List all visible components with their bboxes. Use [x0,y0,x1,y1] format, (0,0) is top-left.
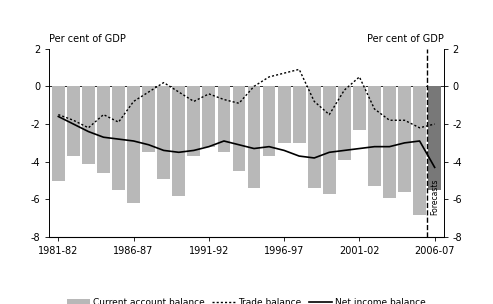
Bar [67,86,80,156]
Bar [383,86,396,198]
Bar [112,86,125,190]
Bar [157,86,170,179]
Bar [52,86,65,181]
Bar [247,86,260,188]
Bar [278,86,290,143]
Bar [338,86,351,160]
Bar [323,86,336,194]
Bar [97,86,110,173]
Text: Per cent of GDP: Per cent of GDP [49,34,126,44]
Bar [142,86,155,152]
Bar [263,86,276,156]
Text: Per cent of GDP: Per cent of GDP [367,34,444,44]
Bar [203,86,215,147]
Legend: Current account balance, Trade balance, Net income balance: Current account balance, Trade balance, … [64,294,429,304]
Bar [368,86,381,186]
Bar [187,86,200,156]
Bar [82,86,95,164]
Text: Forecasts: Forecasts [430,178,439,215]
Bar [217,86,230,152]
Bar [173,86,185,196]
Bar [353,86,366,130]
Bar [127,86,140,203]
Bar [308,86,320,188]
Bar [293,86,306,143]
Bar [413,86,426,215]
Bar [398,86,411,192]
Bar [428,86,441,190]
Bar [233,86,246,171]
